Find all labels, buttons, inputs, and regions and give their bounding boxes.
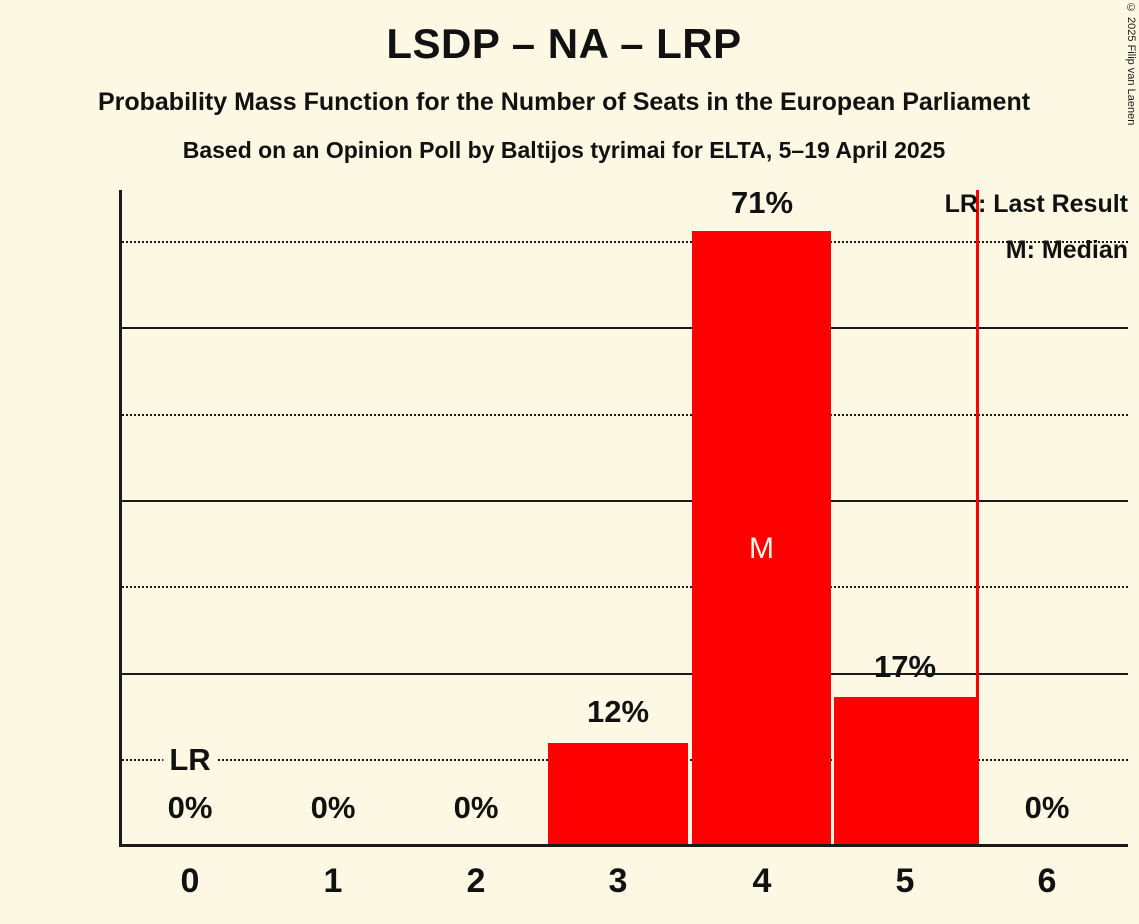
x-axis-line (119, 844, 1128, 847)
legend-last-result: LR: Last Result (944, 190, 1128, 218)
copyright-notice: © 2025 Filip van Laenen (1125, 2, 1137, 126)
value-label-2: 0% (453, 790, 499, 825)
value-label-5: 17% (873, 649, 937, 684)
value-label-1: 0% (310, 790, 356, 825)
gridline-60 (119, 327, 1128, 329)
x-axis-label-5: 5 (895, 862, 915, 900)
value-label-6: 0% (1024, 790, 1070, 825)
x-axis-label-4: 4 (752, 862, 772, 900)
bar-4[interactable]: M (692, 231, 831, 844)
median-marker: M (749, 532, 774, 565)
bar-5[interactable] (834, 697, 976, 844)
legend-median: M: Median (1005, 236, 1128, 264)
gridline-50 (119, 414, 1128, 416)
plot-area: 60% 40% 20% M 0% 0% 0% 12% 71% 17% 0% LR… (119, 185, 1128, 847)
last-result-marker: LR (163, 742, 217, 778)
y-axis-line (119, 190, 122, 847)
x-axis-label-0: 0 (180, 862, 200, 900)
x-axis-label-2: 2 (466, 862, 486, 900)
value-label-3: 12% (586, 694, 650, 729)
chart-source-note: Based on an Opinion Poll by Baltijos tyr… (182, 137, 946, 163)
gridline-40 (119, 500, 1128, 502)
bar-3[interactable] (548, 743, 688, 844)
x-axis-label-3: 3 (608, 862, 628, 900)
median-vertical-line (976, 190, 979, 847)
x-axis-label-6: 6 (1037, 862, 1057, 900)
gridline-30 (119, 586, 1128, 588)
gridline-20 (119, 673, 1128, 675)
gridline-70 (119, 241, 1128, 243)
page-title: LSDP – NA – LRP (386, 20, 742, 67)
value-label-4: 71% (730, 185, 794, 220)
x-axis-label-1: 1 (323, 862, 343, 900)
value-label-0: 0% (167, 790, 213, 825)
chart-subtitle: Probability Mass Function for the Number… (97, 88, 1031, 116)
